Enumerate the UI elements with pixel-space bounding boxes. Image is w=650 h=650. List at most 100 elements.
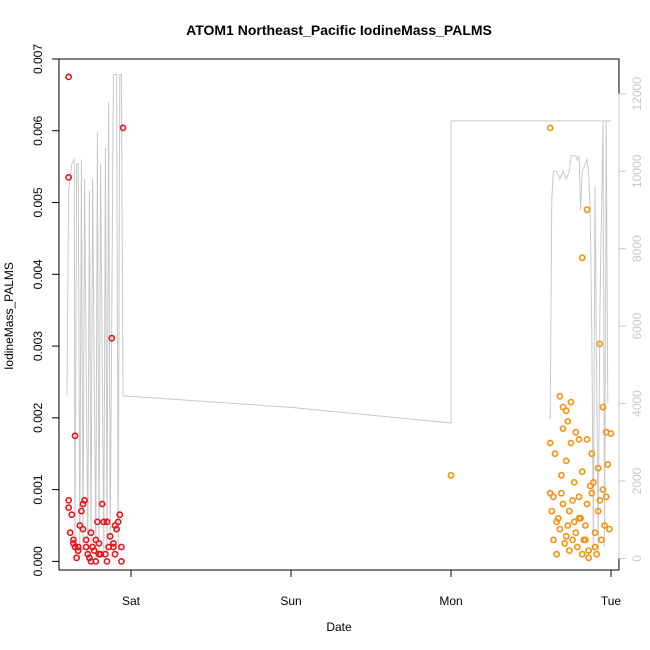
data-point xyxy=(567,398,575,406)
scatter-points xyxy=(65,73,615,565)
data-point xyxy=(583,500,591,508)
data-point xyxy=(594,507,602,515)
data-point xyxy=(583,206,591,214)
data-point xyxy=(111,522,119,529)
x-tick-label: Tue xyxy=(601,594,622,608)
data-point xyxy=(550,536,557,544)
data-point xyxy=(65,173,72,181)
data-point xyxy=(551,450,559,458)
data-point xyxy=(82,543,90,551)
data-point xyxy=(593,550,600,558)
data-point xyxy=(81,496,88,504)
data-point xyxy=(578,468,586,476)
data-point xyxy=(585,547,592,554)
y2-tick-label: 2000 xyxy=(630,467,644,494)
data-point xyxy=(591,529,599,537)
data-point xyxy=(570,478,578,486)
x-axis: Sat Sun Mon Tue xyxy=(122,569,622,608)
data-point xyxy=(116,511,124,519)
data-point xyxy=(73,554,80,562)
data-point xyxy=(87,529,95,537)
y-axis: 0.000 0.001 0.002 0.003 0.004 0.005 0.006 0.007 xyxy=(31,44,60,576)
data-point xyxy=(100,518,108,526)
y-tick-label: 0.007 xyxy=(31,44,45,74)
data-point xyxy=(558,471,565,479)
data-point xyxy=(562,407,570,415)
data-point xyxy=(569,536,576,544)
data-point xyxy=(90,547,98,554)
data-point xyxy=(74,543,82,551)
data-point xyxy=(567,439,575,447)
data-point xyxy=(65,73,72,81)
data-point xyxy=(606,525,613,533)
data-point xyxy=(591,543,599,551)
y-tick-label: 0.003 xyxy=(31,331,45,361)
y2-tick-label: 0 xyxy=(630,555,644,562)
data-point xyxy=(602,493,610,501)
data-point xyxy=(582,522,589,529)
y-tick-label: 0.006 xyxy=(31,115,45,145)
data-point xyxy=(566,507,573,515)
data-point xyxy=(554,514,562,522)
data-point xyxy=(95,540,103,547)
data-point xyxy=(604,461,612,468)
data-point xyxy=(103,518,111,526)
x-axis-label: Date xyxy=(326,620,352,634)
data-point xyxy=(98,500,106,508)
data-point xyxy=(102,550,109,558)
data-point xyxy=(588,489,596,497)
data-point xyxy=(607,430,615,437)
data-point xyxy=(447,471,455,479)
y-tick-label: 0.001 xyxy=(31,474,45,504)
data-point xyxy=(599,403,607,411)
data-point xyxy=(594,464,602,472)
data-point xyxy=(556,392,564,400)
x-tick-label: Mon xyxy=(439,594,462,608)
data-point xyxy=(74,547,82,554)
data-point xyxy=(574,543,581,551)
data-point xyxy=(577,514,584,522)
data-point xyxy=(110,543,117,551)
data-point xyxy=(564,522,572,529)
line-series-path xyxy=(66,74,611,559)
data-point xyxy=(575,493,583,501)
data-point xyxy=(562,457,570,465)
y-tick-label: 0.005 xyxy=(31,187,45,217)
data-point xyxy=(550,493,557,501)
data-point xyxy=(566,547,573,554)
data-point xyxy=(596,340,604,348)
data-point xyxy=(68,511,76,519)
data-point xyxy=(559,425,567,432)
data-point xyxy=(585,554,592,562)
chart-title: ATOM1 Northeast_Pacific IodineMass_PALMS xyxy=(186,22,492,38)
y2-axis: 0 2000 4000 6000 8000 10000 12000 xyxy=(618,77,644,562)
data-point xyxy=(562,532,570,540)
data-point xyxy=(546,439,554,447)
data-point xyxy=(111,550,119,558)
data-point xyxy=(596,496,604,504)
data-point xyxy=(118,558,125,565)
data-point xyxy=(578,550,586,558)
line-series-path xyxy=(549,120,609,551)
data-point xyxy=(108,334,116,342)
data-point xyxy=(590,478,597,486)
data-point xyxy=(65,504,72,511)
data-point xyxy=(598,536,605,544)
data-point xyxy=(570,518,578,526)
y2-tick-label: 4000 xyxy=(630,390,644,417)
data-point xyxy=(94,518,101,526)
data-point xyxy=(572,529,580,537)
data-point xyxy=(601,522,608,529)
data-point xyxy=(546,124,554,132)
data-point xyxy=(119,124,127,132)
data-point xyxy=(582,536,589,544)
data-point xyxy=(599,486,607,493)
data-point xyxy=(66,529,74,537)
data-point xyxy=(71,432,79,440)
data-point xyxy=(92,558,100,565)
data-point xyxy=(578,254,586,262)
data-point xyxy=(572,428,580,436)
data-point xyxy=(548,507,556,515)
data-point xyxy=(78,507,85,515)
